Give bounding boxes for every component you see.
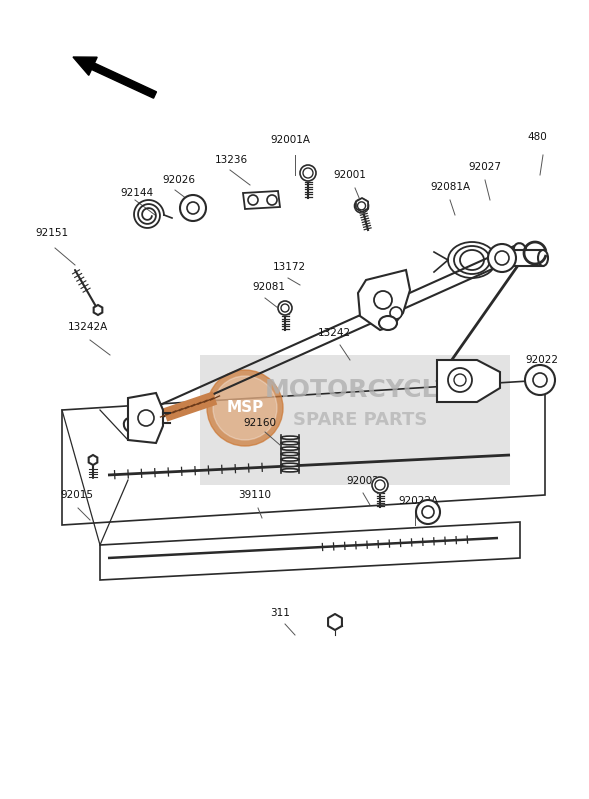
- Polygon shape: [507, 250, 543, 266]
- Circle shape: [300, 165, 316, 181]
- Circle shape: [416, 500, 440, 524]
- Circle shape: [375, 480, 385, 490]
- Circle shape: [355, 199, 369, 213]
- Circle shape: [213, 376, 277, 440]
- Circle shape: [374, 291, 392, 309]
- Text: 92081A: 92081A: [430, 182, 470, 192]
- Circle shape: [488, 244, 516, 272]
- Polygon shape: [94, 305, 102, 315]
- Ellipse shape: [281, 458, 299, 461]
- Ellipse shape: [281, 463, 299, 467]
- Text: 92001A: 92001A: [270, 135, 310, 145]
- Circle shape: [454, 374, 466, 386]
- Polygon shape: [328, 614, 342, 630]
- Circle shape: [533, 373, 547, 387]
- Ellipse shape: [124, 418, 136, 431]
- Text: 92022: 92022: [525, 355, 558, 365]
- Text: 480: 480: [527, 132, 547, 142]
- Circle shape: [390, 307, 402, 319]
- Ellipse shape: [281, 447, 299, 450]
- Text: 92151: 92151: [35, 228, 68, 238]
- Circle shape: [278, 301, 292, 315]
- Text: MOTORCYCLE: MOTORCYCLE: [264, 378, 455, 402]
- Ellipse shape: [281, 442, 299, 445]
- Ellipse shape: [514, 243, 526, 256]
- Circle shape: [372, 477, 388, 493]
- Circle shape: [278, 301, 292, 315]
- Polygon shape: [128, 393, 163, 443]
- Text: 13172: 13172: [273, 262, 306, 272]
- Circle shape: [525, 365, 555, 395]
- Text: 92160: 92160: [243, 418, 276, 428]
- Text: SPARE PARTS: SPARE PARTS: [293, 411, 427, 429]
- Circle shape: [207, 370, 283, 446]
- Polygon shape: [437, 360, 500, 402]
- Polygon shape: [89, 455, 97, 465]
- FancyBboxPatch shape: [200, 355, 510, 485]
- Text: MSP: MSP: [226, 400, 264, 415]
- Circle shape: [300, 165, 316, 181]
- Circle shape: [372, 477, 388, 493]
- Circle shape: [422, 506, 434, 518]
- Circle shape: [303, 168, 313, 178]
- Text: 92015: 92015: [60, 490, 93, 500]
- Ellipse shape: [379, 316, 397, 330]
- Text: 92002: 92002: [346, 476, 379, 486]
- Ellipse shape: [281, 469, 299, 472]
- Polygon shape: [356, 198, 368, 212]
- Text: 13236: 13236: [215, 155, 248, 165]
- Circle shape: [267, 195, 277, 205]
- Polygon shape: [358, 270, 410, 330]
- Text: 92081: 92081: [252, 282, 285, 292]
- Text: 39110: 39110: [238, 490, 271, 500]
- Circle shape: [187, 202, 199, 214]
- Circle shape: [180, 195, 206, 221]
- Circle shape: [448, 368, 472, 392]
- Ellipse shape: [538, 250, 548, 266]
- Circle shape: [355, 199, 369, 213]
- Text: 92144: 92144: [120, 188, 153, 198]
- Ellipse shape: [281, 436, 299, 439]
- Circle shape: [281, 304, 289, 312]
- Polygon shape: [243, 191, 280, 209]
- Circle shape: [495, 251, 509, 265]
- Text: 92022A: 92022A: [398, 496, 438, 506]
- Text: 311: 311: [270, 608, 290, 618]
- FancyArrow shape: [73, 57, 157, 98]
- Ellipse shape: [281, 452, 299, 455]
- Circle shape: [138, 410, 154, 426]
- Text: 13242A: 13242A: [68, 322, 108, 332]
- Text: 92001: 92001: [333, 170, 366, 180]
- Text: 13242: 13242: [318, 328, 351, 338]
- Circle shape: [248, 195, 258, 205]
- Text: 92027: 92027: [468, 162, 501, 172]
- Text: 92026: 92026: [162, 175, 195, 185]
- Circle shape: [358, 202, 366, 210]
